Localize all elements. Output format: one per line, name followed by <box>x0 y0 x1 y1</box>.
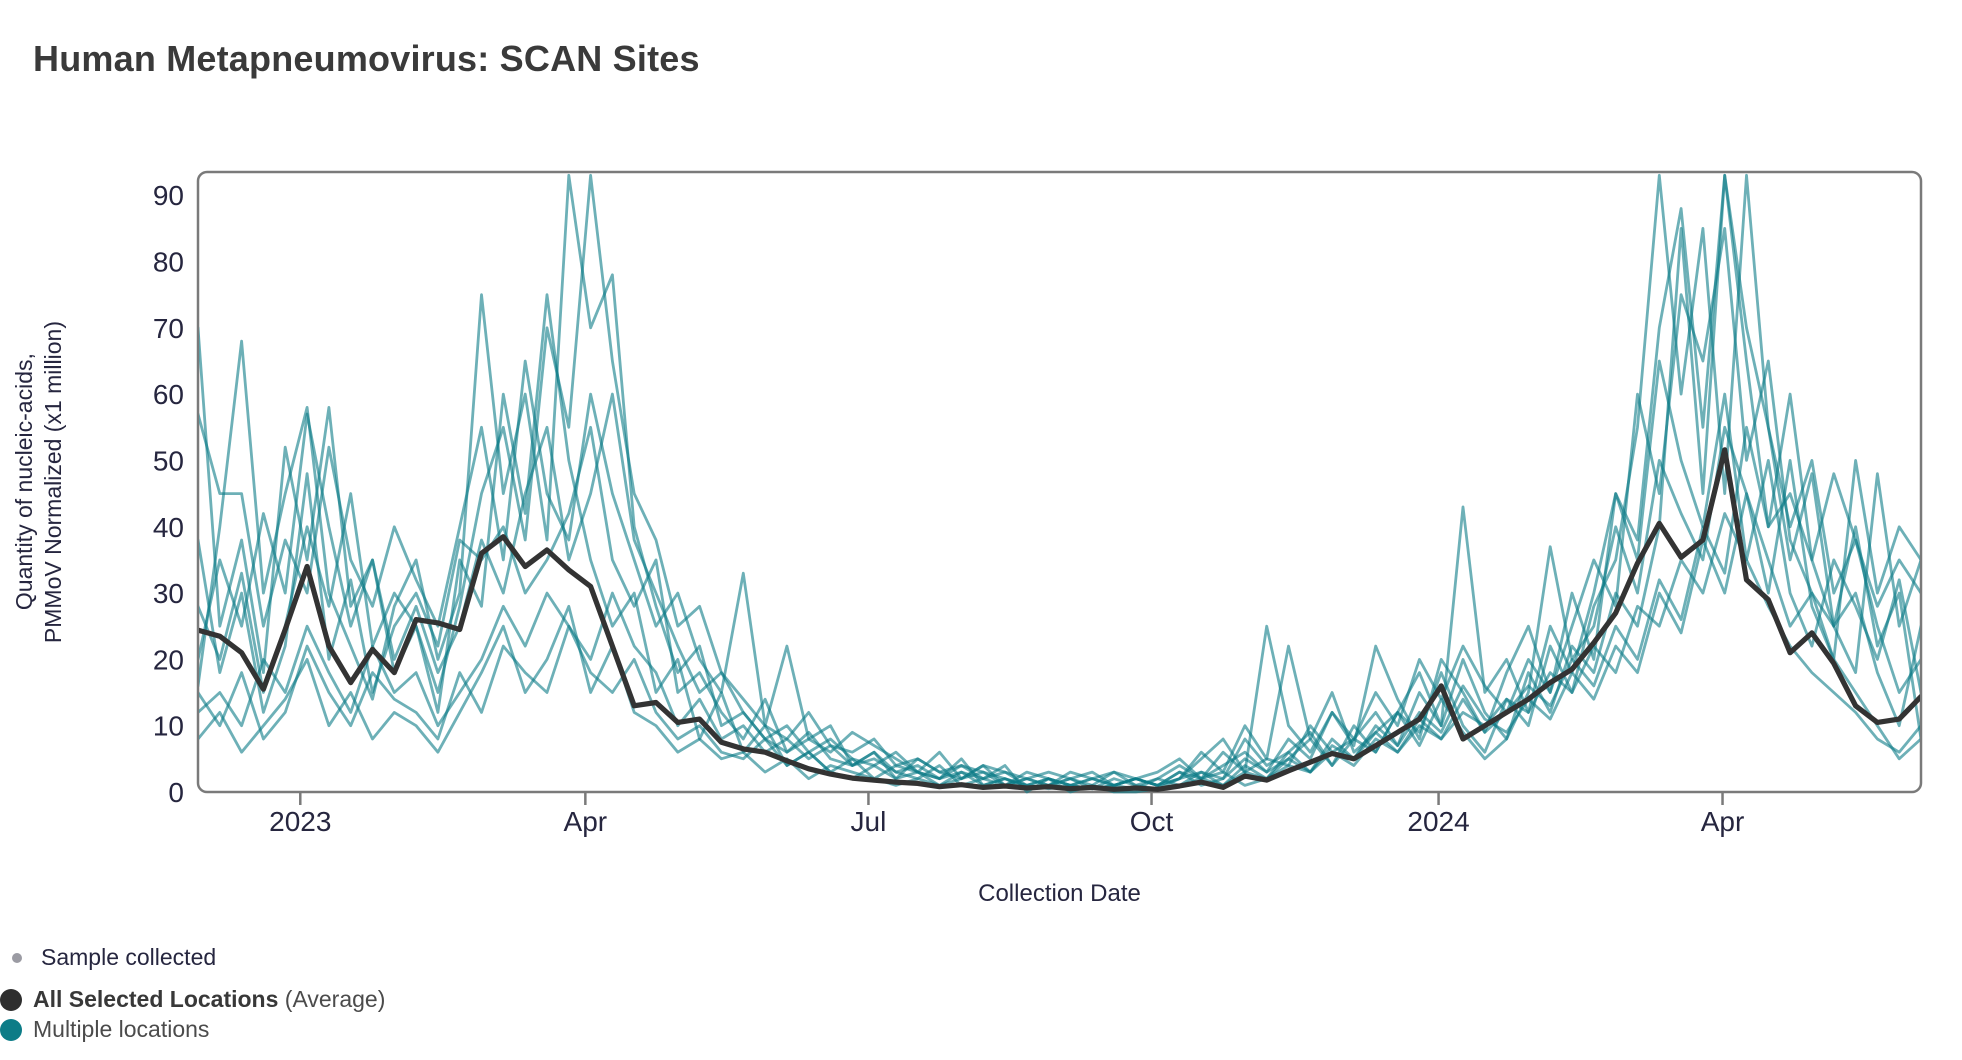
legend-item-multiple-locations[interactable]: Multiple locations <box>0 1016 209 1043</box>
plot-border <box>196 170 1923 794</box>
legend-label-average-suffix: (Average) <box>278 986 386 1012</box>
y-tick-label: 40 <box>153 512 184 543</box>
legend-label-sample-collected: Sample collected <box>41 944 217 970</box>
y-tick-label: 10 <box>153 711 184 742</box>
multiple-locations-dot-icon <box>0 1018 22 1041</box>
y-tick-label: 70 <box>153 313 184 344</box>
x-tick-label: Apr <box>564 806 608 837</box>
legend-item-average[interactable]: All Selected Locations (Average) <box>0 986 385 1013</box>
x-tick-label: 2023 <box>269 806 331 837</box>
series-lines[interactable] <box>198 173 1921 794</box>
y-axis-title: Quantity of nucleic-acids, PMMoV Normali… <box>8 172 70 792</box>
x-axis-title: Collection Date <box>978 880 1141 907</box>
legend-label-average: All Selected Locations (Average) <box>33 986 385 1013</box>
legend-label-average-name: All Selected Locations <box>33 986 279 1012</box>
y-tick-label: 0 <box>168 777 184 808</box>
legend-label-multiple-locations: Multiple locations <box>33 1016 210 1042</box>
y-tick-label: 20 <box>153 644 184 675</box>
location-line[interactable] <box>198 173 1921 787</box>
y-axis-title-line1: Quantity of nucleic-acids, <box>11 353 37 611</box>
legend-item-sample-collected[interactable]: Sample collected <box>12 944 216 971</box>
x-tick-label: Jul <box>851 806 887 837</box>
location-line[interactable] <box>198 226 1921 787</box>
x-tick-label: 2024 <box>1407 806 1469 837</box>
average-line[interactable] <box>198 447 1921 792</box>
page-title: Human Metapneumovirus: SCAN Sites <box>33 38 700 79</box>
sample-collected-dot-icon <box>12 952 22 963</box>
y-tick-label: 50 <box>153 445 184 476</box>
y-axis-title-line2: PMMoV Normalized (x1 million) <box>40 320 66 644</box>
x-tick-label: Apr <box>1701 806 1745 837</box>
x-tick-label: Oct <box>1130 806 1174 837</box>
y-tick-label: 90 <box>153 180 184 211</box>
y-tick-label: 60 <box>153 379 184 410</box>
y-tick-label: 30 <box>153 578 184 609</box>
y-tick-label: 80 <box>153 247 184 278</box>
average-dot-icon <box>0 988 22 1011</box>
